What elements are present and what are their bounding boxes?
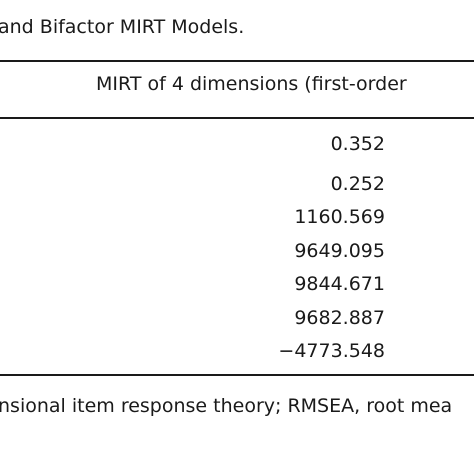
header-rule [0, 117, 474, 119]
table-cell: 9844.671 [294, 273, 385, 295]
table-cell: 9649.095 [294, 239, 385, 262]
table-cell: −4773.548 [278, 340, 385, 362]
table-caption: and Bifactor MIRT Models. [0, 16, 245, 38]
column-header: MIRT of 4 dimensions (first-order [96, 73, 407, 95]
table-cell: 0.352 [330, 133, 385, 155]
table-bottom-rule [0, 374, 474, 376]
table-cell: 0.252 [330, 172, 385, 195]
table-footnote: nsional item response theory; RMSEA, roo… [0, 395, 453, 417]
value-column: 0.352 0.252 1160.569 9649.095 9844.671 9… [278, 123, 385, 362]
table-cell: 9682.887 [294, 306, 385, 329]
table-cell: 1160.569 [294, 206, 385, 228]
table-top-rule [0, 60, 474, 62]
